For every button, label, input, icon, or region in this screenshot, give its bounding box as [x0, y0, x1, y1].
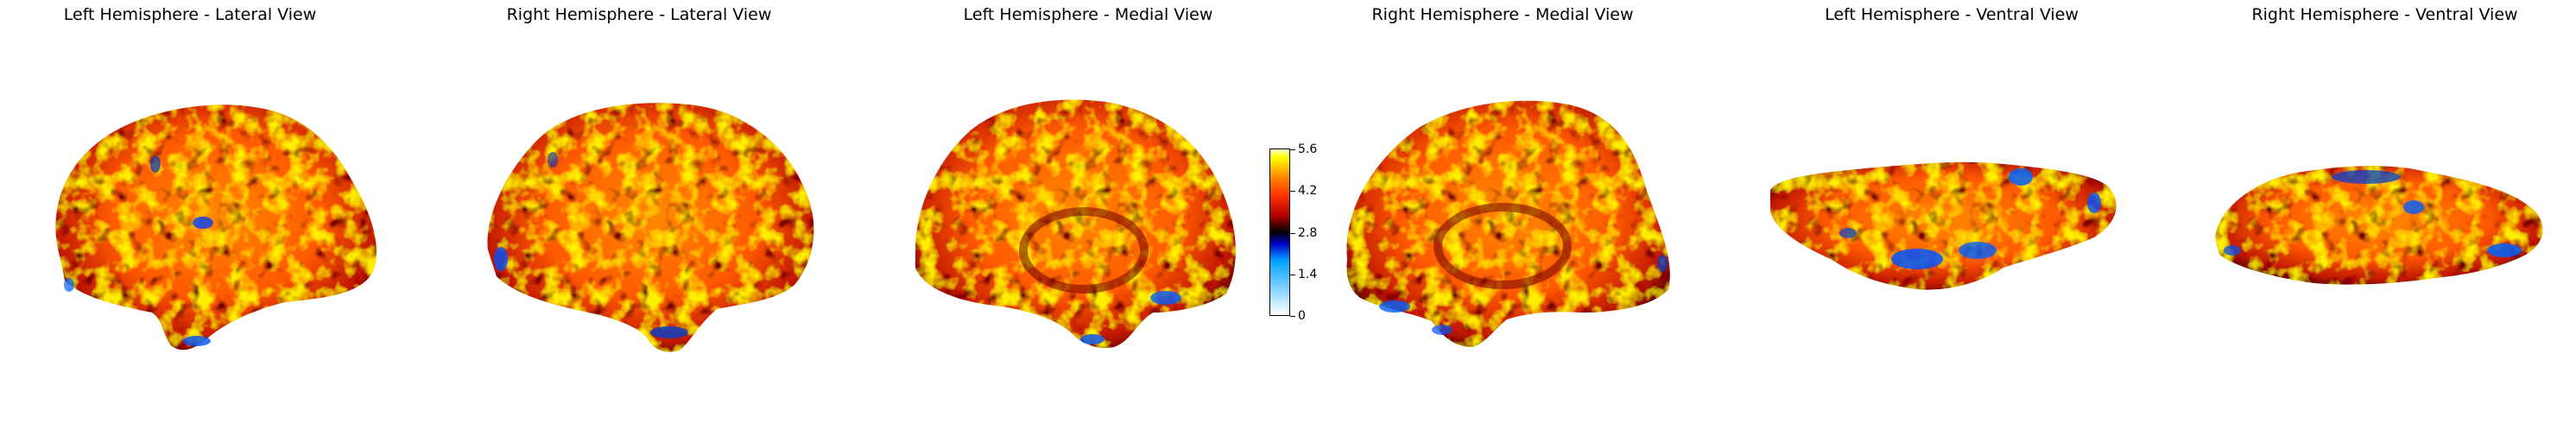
brain-surface-left-medial — [915, 99, 1236, 349]
colorbar-tick-label: 2.8 — [1298, 226, 1318, 240]
panel-title: Left Hemisphere - Lateral View — [63, 5, 317, 24]
colorbar-tick — [1290, 149, 1295, 150]
brain-surface-right-medial — [1346, 100, 1670, 347]
brain-surface-right-lateral — [487, 103, 814, 352]
colorbar-tick — [1290, 316, 1295, 317]
colorbar-tick-label: 5.6 — [1298, 142, 1318, 156]
colorbar-tick — [1290, 191, 1295, 192]
panel-title: Right Hemisphere - Lateral View — [506, 5, 772, 24]
panel-title: Right Hemisphere - Ventral View — [2251, 5, 2518, 24]
brain-surface-right-ventral — [2215, 166, 2543, 285]
colorbar — [1269, 148, 1290, 316]
colorbar-tick-label: 4.2 — [1298, 184, 1318, 198]
colorbar-tick-label: 1.4 — [1298, 268, 1318, 281]
panel-title: Right Hemisphere - Medial View — [1371, 5, 1634, 24]
panel-right-lateral: Right Hemisphere - Lateral View — [449, 0, 829, 442]
brain-surface-left-ventral — [1770, 161, 2117, 290]
colorbar-tick-label: 0 — [1298, 309, 1306, 323]
panel-right-ventral: Right Hemisphere - Ventral View — [2193, 0, 2576, 442]
panel-title: Left Hemisphere - Ventral View — [1825, 5, 2079, 24]
panel-title: Left Hemisphere - Medial View — [963, 5, 1213, 24]
panel-left-medial: Left Hemisphere - Medial View — [898, 0, 1278, 442]
colorbar-tick — [1290, 233, 1295, 234]
panel-right-medial: Right Hemisphere - Medial View — [1330, 0, 1675, 442]
brain-surface-left-lateral — [55, 104, 377, 350]
panel-left-lateral: Left Hemisphere - Lateral View — [0, 0, 380, 442]
panel-left-ventral: Left Hemisphere - Ventral View — [1753, 0, 2150, 442]
